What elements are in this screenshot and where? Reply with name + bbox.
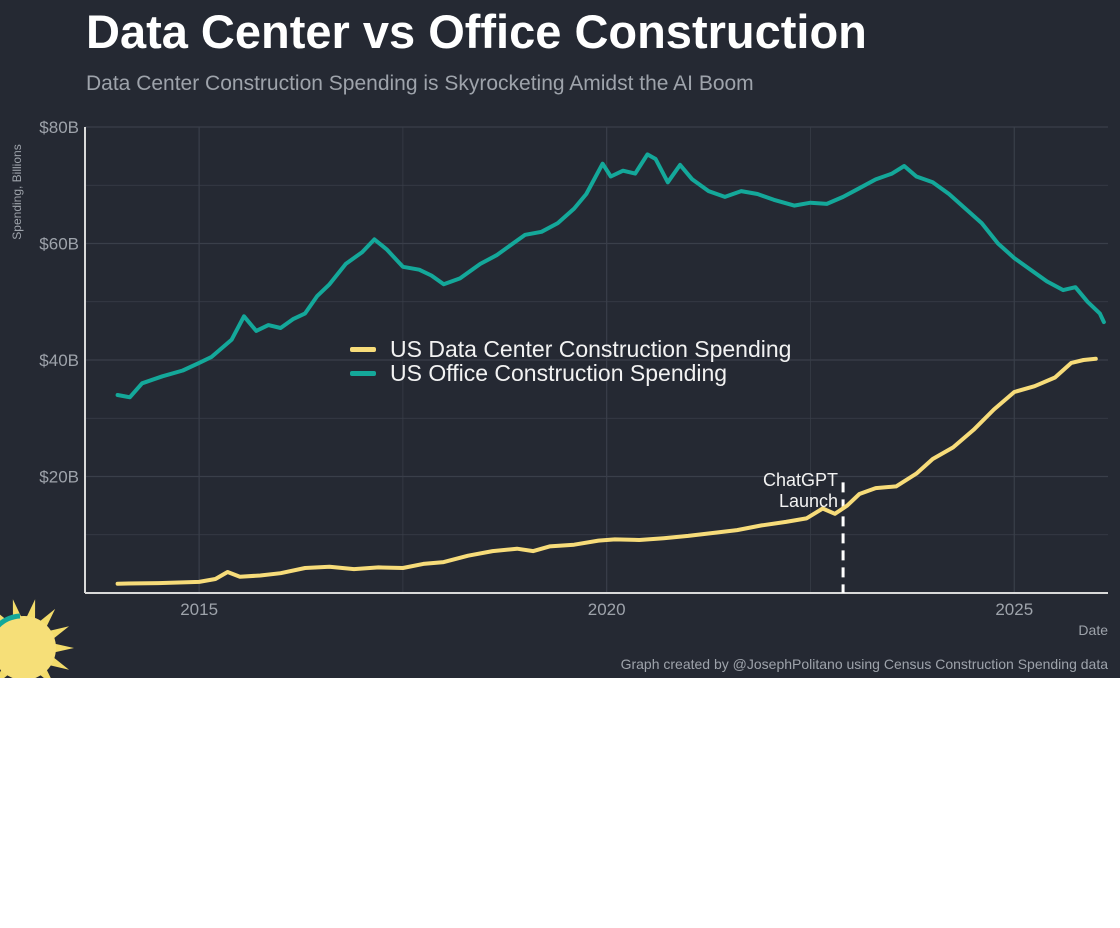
legend-swatch-office	[350, 370, 376, 376]
chatgpt-launch-annotation: ChatGPT Launch	[700, 470, 838, 512]
source-caption: Graph created by @JosephPolitano using C…	[620, 656, 1108, 672]
chart-panel: $80B $60B $40B $20B 2015 2020 2025 Data Center…	[0, 0, 1120, 678]
legend: US Data Center Construction Spending US …	[350, 335, 792, 386]
chart-subtitle: Data Center Construction Spending is Sky…	[86, 72, 754, 95]
y-axis-label: Spending, Billions	[10, 144, 24, 240]
y-tick-label-20: $20B	[39, 468, 79, 487]
legend-label-datacenter: US Data Center Construction Spending	[390, 335, 792, 362]
x-tick-label-2020: 2020	[588, 600, 626, 619]
annotation-line-2: Launch	[778, 491, 838, 511]
legend-swatch-datacenter	[350, 346, 376, 352]
chart-title: Data Center vs Office Construction	[86, 5, 867, 58]
series-line-datacenter	[115, 356, 1098, 586]
x-tick-label-2025: 2025	[995, 600, 1033, 619]
line-chart: $80B $60B $40B $20B 2015 2020 2025	[0, 118, 1108, 678]
y-tick-label-40: $40B	[39, 351, 79, 370]
x-tick-label-2015: 2015	[180, 600, 218, 619]
sun-logo-icon	[0, 599, 74, 678]
legend-label-office: US Office Construction Spending	[390, 359, 728, 386]
legend-item-office: US Office Construction Spending	[350, 359, 791, 386]
annotation-line-1: ChatGPT	[762, 470, 838, 490]
series-line-office	[115, 152, 1106, 400]
y-tick-label-80: $80B	[39, 118, 79, 137]
x-axis-label: Date	[1078, 622, 1108, 638]
y-tick-label-60: $60B	[39, 235, 79, 254]
legend-item-datacenter: US Data Center Construction Spending	[350, 335, 792, 362]
